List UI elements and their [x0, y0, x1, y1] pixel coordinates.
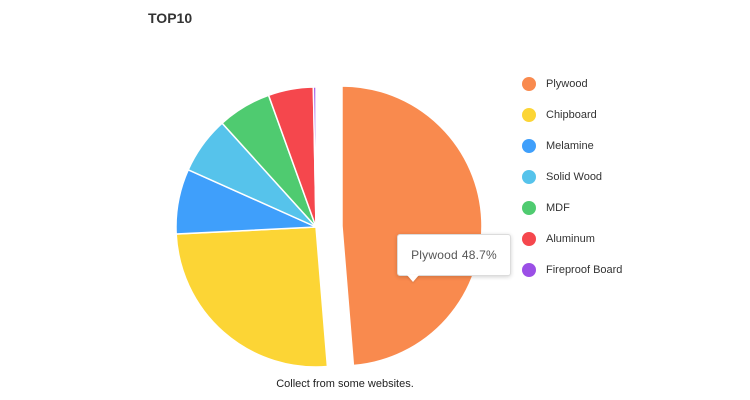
- legend-item-plywood[interactable]: Plywood: [522, 68, 702, 99]
- tooltip-label: Plywood: [411, 248, 458, 262]
- legend-marker: [522, 76, 536, 91]
- tooltip-value: 48.7%: [461, 248, 497, 262]
- legend-label: Solid Wood: [546, 170, 603, 183]
- legend-marker: [522, 138, 536, 153]
- legend-label: Aluminum: [546, 232, 595, 245]
- legend-label: Fireproof Board: [546, 263, 623, 276]
- legend-item-aluminum[interactable]: Aluminum: [522, 223, 702, 254]
- tooltip: Plywood 48.7%: [397, 234, 511, 276]
- legend-marker: [522, 262, 536, 277]
- legend-item-fireproof-board[interactable]: Fireproof Board: [522, 254, 702, 285]
- legend-item-solid-wood[interactable]: Solid Wood: [522, 161, 702, 192]
- legend-marker: [522, 169, 536, 184]
- chart-title: TOP10: [148, 10, 193, 26]
- legend: Plywood Chipboard Melamine Solid Wood MDF Alu…: [522, 68, 702, 285]
- legend-label: Chipboard: [546, 108, 597, 121]
- legend-label: MDF: [546, 201, 570, 214]
- pie-slice-fireproof-board[interactable]: [312, 86, 317, 228]
- legend-item-mdf[interactable]: MDF: [522, 192, 702, 223]
- chart-caption: Collect from some websites.: [276, 378, 414, 390]
- legend-marker: [522, 231, 536, 246]
- legend-marker: [522, 107, 536, 122]
- legend-item-chipboard[interactable]: Chipboard: [522, 99, 702, 130]
- legend-item-melamine[interactable]: Melamine: [522, 130, 702, 161]
- pie-slice-plywood[interactable]: [341, 85, 483, 367]
- pie-slice-chipboard[interactable]: [175, 226, 329, 368]
- legend-marker: [522, 200, 536, 215]
- legend-label: Plywood: [546, 77, 588, 90]
- legend-label: Melamine: [546, 139, 594, 152]
